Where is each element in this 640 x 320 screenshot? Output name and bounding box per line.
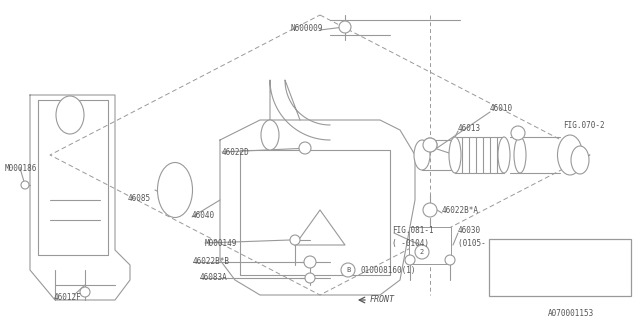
Ellipse shape [157,163,193,218]
Circle shape [341,263,355,277]
Text: 46022B*A: 46022B*A [442,205,479,214]
Text: 46022B*B: 46022B*B [193,258,230,267]
Circle shape [299,142,311,154]
Circle shape [501,246,517,262]
Text: 2: 2 [507,277,511,286]
Text: B: B [346,267,350,273]
Text: 46030: 46030 [458,226,481,235]
Text: 46022D: 46022D [222,148,250,156]
Text: 46013: 46013 [458,124,481,132]
Text: FIG.070-2: FIG.070-2 [563,121,605,130]
Text: 023806000(1): 023806000(1) [534,277,589,286]
Text: N600009: N600009 [290,23,323,33]
Circle shape [415,245,429,259]
Ellipse shape [449,137,461,173]
Text: FRONT: FRONT [370,295,395,305]
Circle shape [423,138,437,152]
Circle shape [305,273,315,283]
Text: 1: 1 [507,250,511,259]
Ellipse shape [56,96,84,134]
Ellipse shape [571,146,589,174]
Text: N: N [520,279,524,284]
Text: A070001153: A070001153 [548,308,595,317]
Text: 010008160(1): 010008160(1) [360,266,415,275]
Circle shape [405,255,415,265]
Ellipse shape [498,137,510,173]
Text: 46010: 46010 [490,103,513,113]
Circle shape [304,256,316,268]
Text: 091775014(2): 091775014(2) [534,250,589,259]
Text: 46083A: 46083A [200,274,228,283]
Circle shape [423,203,437,217]
Circle shape [21,181,29,189]
Circle shape [423,138,437,152]
FancyBboxPatch shape [489,239,631,296]
Circle shape [515,275,529,289]
Ellipse shape [557,135,582,175]
Text: 46085: 46085 [128,194,151,203]
Circle shape [445,255,455,265]
Text: M000149: M000149 [205,238,237,247]
Circle shape [501,274,517,290]
Text: ( -0104): ( -0104) [392,238,429,247]
Ellipse shape [514,137,526,173]
Circle shape [290,235,300,245]
Circle shape [511,126,525,140]
Text: 46040: 46040 [192,211,215,220]
FancyBboxPatch shape [409,227,451,264]
Ellipse shape [261,120,279,150]
Circle shape [339,21,351,33]
Text: 2: 2 [420,249,424,255]
Ellipse shape [414,140,430,170]
Circle shape [80,287,90,297]
Text: FIG.081-1: FIG.081-1 [392,226,434,235]
Text: M000186: M000186 [5,164,37,172]
Text: (0105- ): (0105- ) [458,238,495,247]
Text: 46012F: 46012F [54,293,82,302]
